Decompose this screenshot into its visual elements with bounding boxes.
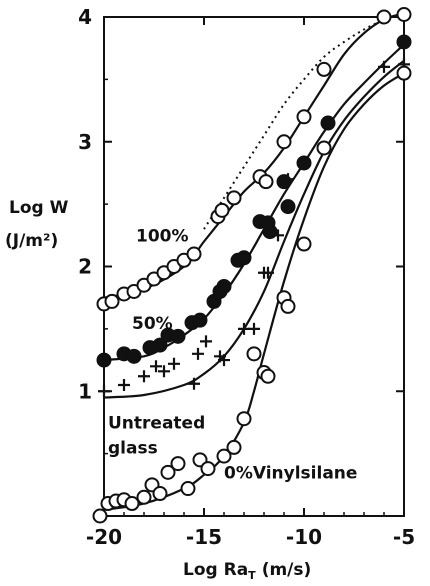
data-point-open-circle — [124, 496, 140, 512]
data-point-plus — [192, 347, 204, 360]
data-point-plus — [168, 357, 180, 370]
data-point-open-circle — [180, 481, 196, 497]
fit-curve-3 — [103, 59, 405, 399]
data-point-filled-circle — [192, 312, 208, 328]
data-point-open-circle — [216, 448, 232, 464]
data-markers — [92, 7, 412, 524]
data-point-plus — [118, 379, 130, 392]
data-point-open-circle — [260, 368, 276, 384]
data-point-filled-circle — [96, 352, 112, 368]
data-point-open-circle — [186, 246, 202, 262]
x-axis-label-main: Log Ra — [183, 560, 248, 580]
data-point-open-circle — [92, 508, 108, 524]
y-axis-unit: (J/m²) — [5, 231, 58, 251]
data-point-filled-circle — [170, 328, 186, 344]
x-tick-label: -5 — [393, 525, 415, 549]
data-point-plus — [98, 385, 110, 398]
data-point-plus — [248, 322, 260, 335]
annotation-label: glass — [108, 439, 158, 459]
data-point-open-circle — [200, 461, 216, 477]
fit-curve-1 — [103, 12, 405, 299]
data-point-plus — [282, 173, 294, 186]
data-point-plus — [188, 377, 200, 390]
data-point-open-circle — [296, 109, 312, 125]
data-point-filled-circle — [280, 199, 296, 215]
y-tick-label: 3 — [78, 130, 92, 154]
data-point-filled-circle — [262, 224, 278, 240]
data-point-open-circle — [316, 140, 332, 156]
data-point-plus — [200, 335, 212, 348]
data-point-plus — [262, 266, 274, 279]
data-point-filled-circle — [216, 278, 232, 294]
data-point-open-circle — [214, 202, 230, 218]
data-point-open-circle — [296, 236, 312, 252]
annotation-label: Untreated — [108, 414, 205, 434]
data-point-open-circle — [226, 439, 242, 455]
envelope-dotted-curve — [203, 18, 385, 230]
data-point-open-circle — [258, 174, 274, 190]
x-axis-label-unit: (m/s) — [262, 560, 312, 580]
data-point-open-circle — [396, 7, 412, 23]
data-point-plus — [158, 365, 170, 378]
data-point-plus — [378, 60, 390, 73]
x-axis-label: Log RaT (m/s) — [183, 560, 311, 582]
y-tick-label: 2 — [78, 255, 92, 279]
fit-curves — [103, 12, 405, 511]
data-point-open-circle — [170, 456, 186, 472]
data-point-open-circle — [276, 134, 292, 150]
x-axis-label-sub: T — [248, 569, 256, 582]
data-point-filled-circle — [152, 337, 168, 353]
data-point-open-circle — [104, 293, 120, 309]
annotation-label: 0%Vinylsilane — [224, 464, 357, 484]
data-point-filled-circle — [296, 155, 312, 171]
annotation-label: 50% — [132, 314, 173, 334]
data-point-open-circle — [246, 346, 262, 362]
y-axis-label-line1: Log W — [9, 198, 69, 218]
data-point-open-circle — [160, 464, 176, 480]
y-axis-label-line2: (J/m²) — [5, 231, 58, 251]
data-point-open-circle — [396, 65, 412, 81]
data-point-open-circle — [136, 489, 152, 505]
data-point-plus — [218, 354, 230, 367]
data-point-open-circle — [152, 486, 168, 502]
x-tick-label: -20 — [86, 525, 122, 549]
data-point-filled-circle — [236, 250, 252, 266]
x-tick-label: -10 — [286, 525, 322, 549]
data-point-open-circle — [316, 61, 332, 77]
axes: -20 -15 -10 -5 1 2 3 4 — [78, 5, 415, 549]
y-tick-label: 1 — [78, 379, 92, 403]
data-point-plus — [272, 229, 284, 242]
data-point-filled-circle — [126, 348, 142, 364]
y-tick-label: 4 — [78, 5, 92, 29]
data-point-open-circle — [226, 190, 242, 206]
x-tick-label: -15 — [186, 525, 222, 549]
annotation-label: 100% — [136, 227, 189, 247]
data-point-filled-circle — [320, 115, 336, 131]
data-point-plus — [150, 360, 162, 373]
labels: Log W (J/m²) Log RaT (m/s) 100% 50% Untreat… — [5, 198, 357, 582]
data-point-open-circle — [236, 411, 252, 427]
data-point-open-circle — [376, 9, 392, 25]
data-point-filled-circle — [396, 34, 412, 50]
data-point-open-circle — [280, 298, 296, 314]
data-point-plus — [138, 370, 150, 383]
